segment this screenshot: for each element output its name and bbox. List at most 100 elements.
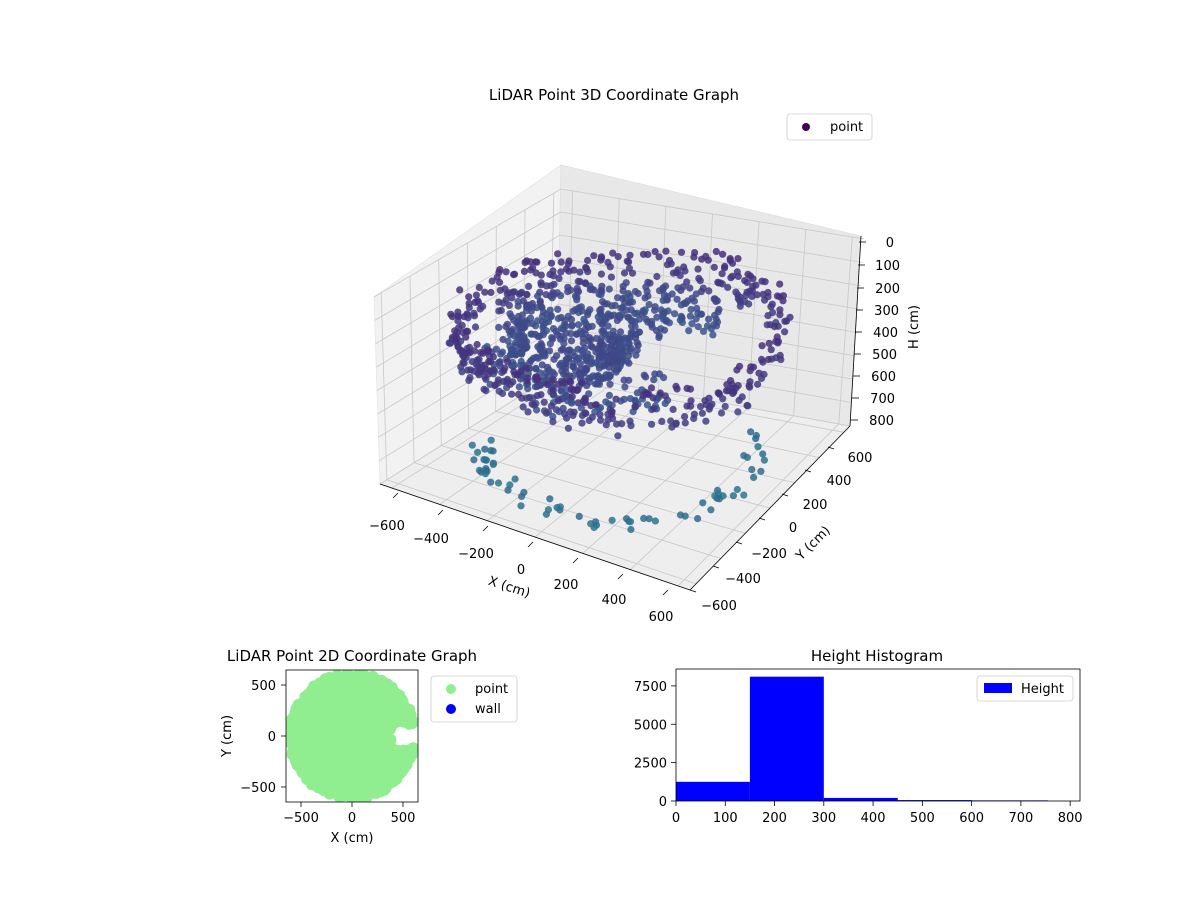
y-tick-label-hist: 7500 <box>634 680 667 695</box>
point-3d <box>750 473 758 481</box>
histogram-bar <box>676 781 750 801</box>
point-3d <box>557 346 566 354</box>
point-2d <box>363 685 375 698</box>
point-3d <box>620 269 629 277</box>
point-3d <box>573 287 581 295</box>
point-3d <box>578 411 587 420</box>
y-ticks-hist: 0 2500 5000 7500 <box>634 680 676 810</box>
point-3d <box>692 315 700 323</box>
point-3d <box>509 325 517 333</box>
point-3d <box>502 296 510 304</box>
point-3d <box>605 285 613 293</box>
point-3d <box>557 268 565 276</box>
point-3d <box>767 346 775 354</box>
point-3d <box>496 266 504 274</box>
point-3d <box>590 252 598 260</box>
point-3d <box>640 514 648 523</box>
point-3d <box>537 391 545 399</box>
z-tick-label: 600 <box>871 370 896 385</box>
point-3d <box>460 313 468 321</box>
point-3d <box>723 381 731 389</box>
legend-3d: point <box>786 113 873 141</box>
point-2d <box>316 782 329 795</box>
point-3d <box>694 323 702 331</box>
point-3d <box>521 258 529 266</box>
point-3d <box>520 267 529 275</box>
point-3d <box>517 502 525 510</box>
point-3d <box>532 322 540 330</box>
y-axis-label-2d: Y (cm) <box>220 715 235 758</box>
point-3d <box>732 288 740 296</box>
point-3d <box>651 517 660 525</box>
point-3d <box>549 376 557 384</box>
point-3d <box>565 257 573 265</box>
point-2d <box>297 724 309 737</box>
point-3d <box>495 298 503 306</box>
x-axis-line <box>379 483 691 591</box>
point-3d <box>779 297 787 305</box>
point-3d <box>570 266 578 274</box>
point-3d <box>549 418 557 426</box>
point-3d <box>687 397 695 405</box>
y-tick-label-hist: 0 <box>659 795 667 810</box>
point-3d <box>555 274 563 282</box>
point-3d <box>653 272 661 281</box>
point-3d <box>474 448 482 456</box>
point-3d <box>686 312 695 320</box>
point-3d <box>505 301 513 309</box>
point-3d <box>747 363 755 371</box>
point-3d <box>555 408 563 416</box>
point-3d <box>536 381 545 389</box>
y-ticks-3d: −600 −400 −200 0 200 400 600 <box>689 446 872 614</box>
point-3d <box>487 478 495 486</box>
point-3d <box>588 285 596 293</box>
y-tick-label: 400 <box>827 474 852 489</box>
point-3d <box>584 353 592 362</box>
point-3d <box>650 376 658 384</box>
point-3d <box>567 337 576 345</box>
point-3d <box>695 274 703 282</box>
point-3d <box>597 270 606 278</box>
point-3d <box>677 312 685 320</box>
point-3d <box>653 313 661 321</box>
point-3d <box>697 310 705 318</box>
z-tick-label: 0 <box>886 236 894 251</box>
point-3d <box>549 412 557 421</box>
point-3d <box>764 312 772 320</box>
point-3d <box>632 330 640 338</box>
point-3d <box>470 456 478 464</box>
chart-3d: LiDAR Point 3D Coordinate Graph −600 −40… <box>369 86 922 625</box>
point-3d <box>680 299 689 307</box>
y-tick-label: −200 <box>751 547 787 562</box>
point-3d <box>461 349 470 357</box>
point-3d <box>698 255 706 263</box>
point-3d <box>613 316 622 325</box>
point-3d <box>568 399 576 407</box>
point-3d <box>508 294 516 302</box>
point-3d <box>508 390 516 398</box>
point-3d <box>667 417 675 425</box>
point-3d <box>713 318 722 326</box>
point-3d <box>514 390 523 398</box>
point-3d <box>533 258 541 266</box>
point-3d <box>677 248 686 256</box>
points-2d <box>286 670 418 802</box>
point-3d <box>743 278 751 287</box>
point-3d <box>446 339 454 347</box>
point-2d <box>350 790 363 802</box>
point-3d <box>621 334 629 342</box>
point-3d <box>597 256 605 264</box>
point-3d <box>588 358 596 366</box>
point-3d <box>514 302 522 310</box>
point-3d <box>510 368 518 376</box>
point-3d <box>538 352 546 360</box>
point-3d <box>711 311 719 319</box>
point-3d <box>548 294 556 302</box>
point-3d <box>577 404 586 412</box>
point-3d <box>718 270 726 278</box>
x-tick-label: −200 <box>458 547 494 562</box>
x-tick-label: −400 <box>413 532 449 547</box>
point-3d <box>569 348 577 356</box>
point-3d <box>475 283 483 292</box>
